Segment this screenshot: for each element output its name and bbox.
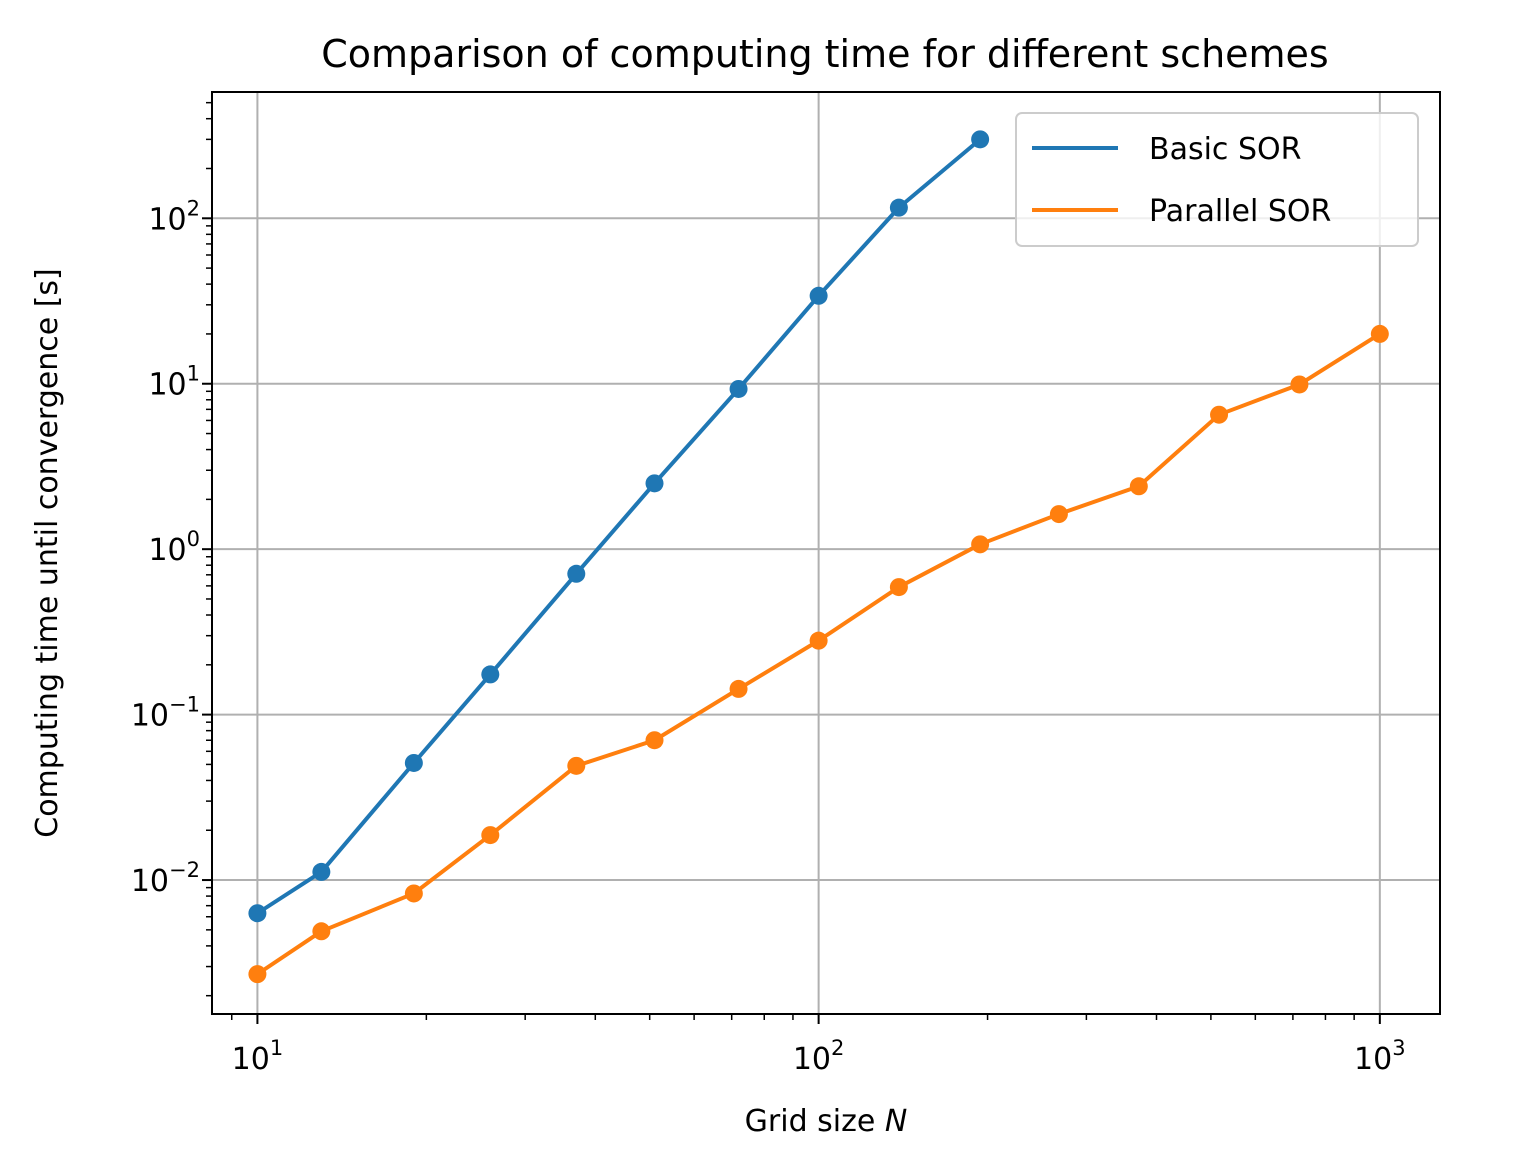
x-tick-labels: 101 102 103 [232,1036,1406,1077]
legend-label-basic-sor: Basic SOR [1149,132,1301,167]
data-point-parallel-sor [809,631,828,650]
x-tick-label-base: 10 [232,1042,270,1077]
x-axis-label-variable: N [885,1104,907,1139]
y-axis-label: Computing time until convergence [s] [30,268,65,838]
y-tick-label: 102 [148,196,200,237]
y-tick-label-exponent: 1 [187,362,200,386]
legend: Basic SOR Parallel SOR [1015,112,1419,247]
y-tick-label-base: 10 [148,533,186,568]
x-tick-label-base: 10 [793,1042,831,1077]
y-tick-label-base: 10 [131,864,169,899]
data-point-parallel-sor [567,756,586,775]
y-tick-label: 101 [148,362,200,403]
y-tick-label-exponent: −1 [169,693,200,717]
data-point-parallel-sor [889,578,908,597]
x-tick-label: 103 [1354,1036,1406,1077]
y-tick-label: 10−1 [131,693,200,734]
data-point-basic-sor [889,198,908,217]
data-point-basic-sor [312,862,331,881]
data-point-basic-sor [809,286,828,305]
data-point-basic-sor [248,904,267,923]
data-point-parallel-sor [1129,477,1148,496]
x-tick-label-exponent: 3 [1392,1036,1405,1060]
y-tick-label-exponent: 2 [187,196,200,220]
data-point-basic-sor [567,564,586,583]
data-point-basic-sor [729,379,748,398]
legend-label-parallel-sor: Parallel SOR [1149,194,1331,229]
data-point-parallel-sor [971,535,990,554]
data-point-parallel-sor [1210,405,1229,424]
x-tick-label-exponent: 2 [831,1036,844,1060]
series-layer [248,130,1389,984]
x-tick-label-base: 10 [1354,1042,1392,1077]
y-tick-label-exponent: 0 [187,527,200,551]
y-tick-label-exponent: −2 [169,858,200,882]
data-point-parallel-sor [729,679,748,698]
y-tick-label-base: 10 [148,368,186,403]
data-point-parallel-sor [248,965,267,984]
data-point-basic-sor [971,130,990,149]
data-point-parallel-sor [481,826,500,845]
y-tick-label-base: 10 [148,202,186,237]
y-tick-label-base: 10 [131,699,169,734]
y-tick-label: 100 [148,527,200,568]
data-point-parallel-sor [645,731,664,750]
data-point-parallel-sor [312,922,331,941]
data-point-parallel-sor [1290,375,1309,394]
x-axis-label: Grid size N [745,1104,908,1139]
series-parallel-sor [248,324,1389,984]
series-basic-sor [248,130,990,923]
plot-frame [211,91,1441,1015]
chart-title: Comparison of computing time for differe… [321,32,1328,76]
major-ticks [202,217,1381,1024]
data-point-basic-sor [481,665,500,684]
data-point-parallel-sor [1049,505,1068,524]
x-tick-label: 102 [793,1036,845,1077]
x-tick-label-exponent: 1 [270,1036,283,1060]
y-tick-label: 10−2 [131,858,200,899]
data-point-parallel-sor [1370,324,1389,343]
data-point-basic-sor [645,474,664,493]
x-axis-label-text: Grid size [745,1104,885,1139]
data-point-parallel-sor [404,884,423,903]
data-point-basic-sor [404,753,423,772]
x-tick-label: 101 [232,1036,284,1077]
series-line-basic-sor [255,137,983,916]
